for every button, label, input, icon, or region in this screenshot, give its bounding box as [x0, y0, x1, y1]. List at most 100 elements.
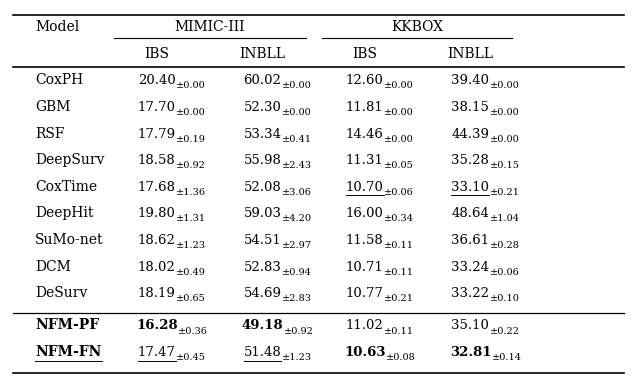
Text: 38.15: 38.15 [451, 101, 490, 114]
Text: SuMo-net: SuMo-net [35, 233, 104, 247]
Text: ±0.34: ±0.34 [384, 214, 414, 223]
Text: ±0.10: ±0.10 [490, 294, 520, 303]
Text: 52.83: 52.83 [243, 261, 282, 274]
Text: IBS: IBS [144, 47, 170, 61]
Text: ±0.92: ±0.92 [284, 326, 314, 336]
Text: 54.69: 54.69 [243, 287, 282, 300]
Text: 35.10: 35.10 [451, 320, 490, 332]
Text: ±1.36: ±1.36 [176, 188, 206, 197]
Text: 33.24: 33.24 [451, 261, 490, 274]
Text: ±1.23: ±1.23 [282, 353, 312, 362]
Text: 14.46: 14.46 [346, 128, 384, 141]
Text: INBLL: INBLL [239, 47, 285, 61]
Text: ±0.49: ±0.49 [176, 268, 206, 277]
Text: DeepHit: DeepHit [35, 206, 93, 220]
Text: ±0.14: ±0.14 [492, 353, 522, 362]
Text: ±0.11: ±0.11 [384, 268, 414, 277]
Text: 53.34: 53.34 [243, 128, 282, 141]
Text: ±0.92: ±0.92 [176, 161, 206, 170]
Text: 52.30: 52.30 [243, 101, 282, 114]
Text: ±0.22: ±0.22 [490, 326, 520, 336]
Text: ±0.06: ±0.06 [490, 268, 520, 277]
Text: ±3.06: ±3.06 [282, 188, 312, 197]
Text: 18.62: 18.62 [138, 234, 176, 247]
Text: 17.68: 17.68 [138, 181, 176, 194]
Text: ±0.00: ±0.00 [176, 108, 206, 117]
Text: DeSurv: DeSurv [35, 286, 88, 300]
Text: ±0.00: ±0.00 [282, 81, 312, 90]
Text: 39.40: 39.40 [451, 74, 490, 87]
Text: ±0.21: ±0.21 [490, 188, 520, 197]
Text: ±1.31: ±1.31 [176, 214, 206, 223]
Text: 16.00: 16.00 [346, 207, 384, 220]
Text: 35.28: 35.28 [451, 154, 490, 167]
Text: 10.63: 10.63 [344, 346, 385, 359]
Text: 20.40: 20.40 [138, 74, 175, 87]
Text: ±0.65: ±0.65 [176, 294, 206, 303]
Text: ±0.05: ±0.05 [384, 161, 414, 170]
Text: 18.58: 18.58 [138, 154, 175, 167]
Text: 11.81: 11.81 [346, 101, 383, 114]
Text: 51.48: 51.48 [244, 346, 281, 359]
Text: 17.47: 17.47 [138, 346, 176, 359]
Text: ±0.15: ±0.15 [490, 161, 520, 170]
Text: ±0.41: ±0.41 [282, 135, 312, 144]
Text: ±2.43: ±2.43 [282, 161, 312, 170]
Text: 17.79: 17.79 [138, 128, 176, 141]
Text: 11.58: 11.58 [346, 234, 383, 247]
Text: ±0.00: ±0.00 [282, 108, 312, 117]
Text: 11.31: 11.31 [346, 154, 384, 167]
Text: 52.08: 52.08 [244, 181, 281, 194]
Text: ±2.83: ±2.83 [282, 294, 312, 303]
Text: ±1.04: ±1.04 [490, 214, 520, 223]
Text: 16.28: 16.28 [136, 320, 178, 332]
Text: 33.22: 33.22 [451, 287, 490, 300]
Text: 17.70: 17.70 [138, 101, 176, 114]
Text: ±0.00: ±0.00 [384, 108, 414, 117]
Text: 10.70: 10.70 [346, 181, 384, 194]
Text: 19.80: 19.80 [138, 207, 176, 220]
Text: 10.71: 10.71 [346, 261, 384, 274]
Text: 36.61: 36.61 [451, 234, 490, 247]
Text: ±0.36: ±0.36 [178, 326, 208, 336]
Text: ±2.97: ±2.97 [282, 241, 312, 250]
Text: CoxTime: CoxTime [35, 180, 97, 194]
Text: ±0.00: ±0.00 [490, 108, 520, 117]
Text: DCM: DCM [35, 260, 71, 274]
Text: ±0.11: ±0.11 [384, 326, 414, 336]
Text: 49.18: 49.18 [241, 320, 284, 332]
Text: CoxPH: CoxPH [35, 73, 83, 87]
Text: ±0.21: ±0.21 [384, 294, 414, 303]
Text: ±0.94: ±0.94 [282, 268, 312, 277]
Text: ±4.20: ±4.20 [282, 214, 312, 223]
Text: ±0.06: ±0.06 [384, 188, 414, 197]
Text: ±0.00: ±0.00 [176, 81, 206, 90]
Text: INBLL: INBLL [447, 47, 493, 61]
Text: 60.02: 60.02 [243, 74, 282, 87]
Text: 48.64: 48.64 [451, 207, 490, 220]
Text: ±1.23: ±1.23 [176, 241, 206, 250]
Text: ±0.45: ±0.45 [176, 353, 206, 362]
Text: NFM-FN: NFM-FN [35, 345, 102, 359]
Text: ±0.11: ±0.11 [384, 241, 414, 250]
Text: GBM: GBM [35, 100, 70, 114]
Text: 55.98: 55.98 [243, 154, 282, 167]
Text: 54.51: 54.51 [244, 234, 281, 247]
Text: 12.60: 12.60 [346, 74, 384, 87]
Text: ±0.00: ±0.00 [384, 135, 414, 144]
Text: ±0.19: ±0.19 [177, 135, 206, 144]
Text: 11.02: 11.02 [346, 320, 383, 332]
Text: RSF: RSF [35, 127, 65, 141]
Text: 10.77: 10.77 [346, 287, 384, 300]
Text: MIMIC-III: MIMIC-III [175, 20, 245, 33]
Text: 32.81: 32.81 [450, 346, 491, 359]
Text: 44.39: 44.39 [451, 128, 490, 141]
Text: ±0.00: ±0.00 [490, 81, 520, 90]
Text: ±0.00: ±0.00 [490, 135, 520, 144]
Text: 18.19: 18.19 [138, 287, 176, 300]
Text: 33.10: 33.10 [451, 181, 490, 194]
Text: 59.03: 59.03 [243, 207, 282, 220]
Text: NFM-PF: NFM-PF [35, 318, 99, 332]
Text: IBS: IBS [352, 47, 378, 61]
Text: 18.02: 18.02 [138, 261, 175, 274]
